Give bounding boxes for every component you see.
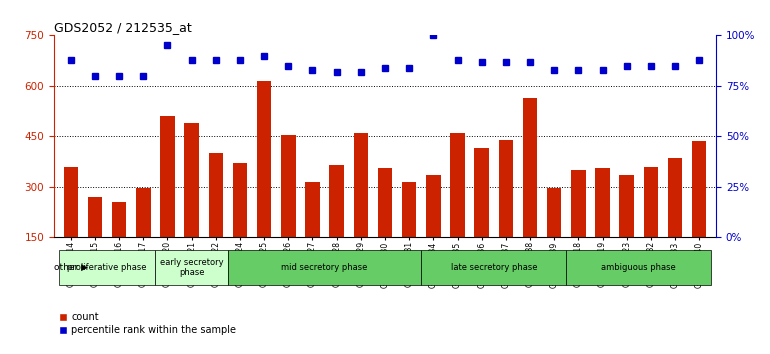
Bar xyxy=(136,188,151,237)
Bar xyxy=(228,250,421,285)
Bar xyxy=(281,135,296,237)
Bar xyxy=(571,170,586,237)
Text: GDS2052 / 212535_at: GDS2052 / 212535_at xyxy=(54,21,192,34)
Bar xyxy=(209,153,223,237)
Text: ambiguous phase: ambiguous phase xyxy=(601,263,676,272)
Bar xyxy=(233,163,247,237)
Bar xyxy=(353,133,368,237)
Bar xyxy=(421,250,566,285)
Bar xyxy=(184,123,199,237)
Bar xyxy=(547,188,561,237)
Bar xyxy=(64,166,78,237)
Bar xyxy=(644,166,658,237)
Bar xyxy=(499,139,513,237)
Text: early secretory
phase: early secretory phase xyxy=(160,258,223,277)
Bar xyxy=(619,175,634,237)
Legend: count, percentile rank within the sample: count, percentile rank within the sample xyxy=(59,312,236,335)
Bar xyxy=(160,116,175,237)
Bar xyxy=(692,141,706,237)
Bar xyxy=(523,98,537,237)
Bar xyxy=(330,165,344,237)
Bar xyxy=(474,148,489,237)
Text: proliferative phase: proliferative phase xyxy=(67,263,147,272)
Bar xyxy=(305,182,320,237)
Bar xyxy=(112,202,126,237)
Bar xyxy=(156,250,228,285)
Bar xyxy=(450,133,465,237)
Text: late secretory phase: late secretory phase xyxy=(450,263,537,272)
Text: mid secretory phase: mid secretory phase xyxy=(281,263,368,272)
Bar xyxy=(668,158,682,237)
Bar xyxy=(402,182,417,237)
Bar xyxy=(566,250,711,285)
Text: other ▶: other ▶ xyxy=(54,263,88,272)
Bar xyxy=(426,175,440,237)
Bar xyxy=(595,168,610,237)
Bar xyxy=(378,168,392,237)
Bar xyxy=(59,250,156,285)
Bar xyxy=(257,81,271,237)
Bar xyxy=(88,197,102,237)
